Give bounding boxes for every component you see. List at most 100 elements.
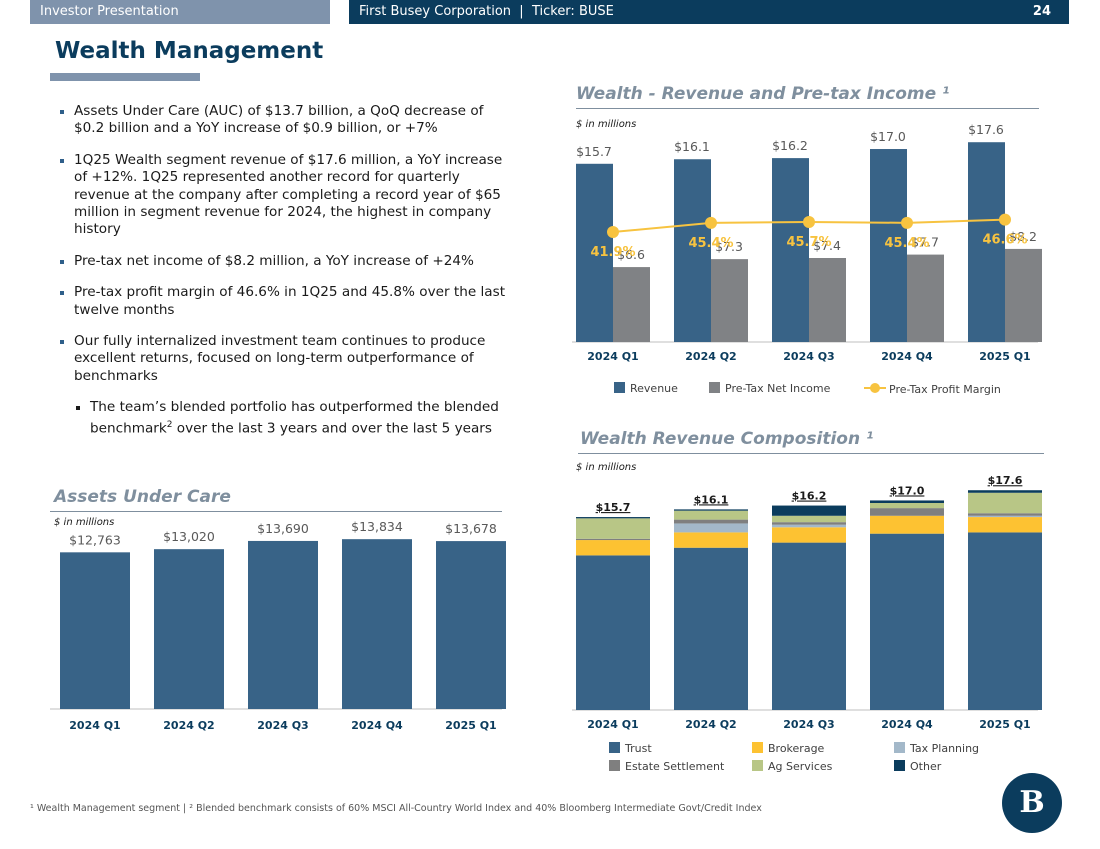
x-tick-label: 2024 Q4 [881,350,933,363]
title-underline [50,73,200,81]
ag-services-segment [674,510,748,520]
brokerage-segment [576,540,650,556]
revenue-bar [968,142,1005,342]
estate-settlement-segment [870,508,944,516]
composition-chart-legend: Trust Brokerage Tax Planning Estate Sett… [609,742,1049,778]
sub-bullet-text-before: The team’s blended portfolio has outperf… [90,399,499,437]
composition-chart-title: Wealth Revenue Composition ¹ [580,429,874,449]
pretax-bar [711,259,748,342]
legend-tax-planning-swatch [894,742,905,753]
assets-under-care-chart: $12,763 2024 Q1 $13,020 2024 Q2 $13,690 2024 … [50,520,506,732]
pretax-value-label: $8.2 [1009,229,1037,244]
estate-settlement-segment [968,513,1042,516]
revenue-bar [674,159,711,342]
legend-brokerage-label: Brokerage [768,742,825,755]
bullet-investment-team: Our fully internalized investment team c… [60,333,510,385]
bullet-revenue: 1Q25 Wealth segment revenue of $17.6 mil… [60,152,510,239]
ag-services-segment [870,503,944,509]
legend-trust: Trust [609,742,652,755]
x-tick-label: 2024 Q3 [783,718,834,731]
x-tick-label: 2024 Q2 [163,719,214,732]
estate-settlement-segment [772,522,846,525]
legend-pretax: Pre-Tax Net Income [709,382,830,395]
margin-value-label: 46.6% [982,233,1027,248]
auc-bar [248,540,318,709]
brokerage-segment [870,515,944,534]
x-tick-label: 2025 Q1 [979,350,1030,363]
auc-chart-title-line [50,511,502,512]
x-tick-label: 2024 Q1 [587,350,638,363]
legend-margin: Pre-Tax Profit Margin [864,382,1001,396]
page-title: Wealth Management [55,38,324,64]
revenue-chart-legend: Revenue Pre-Tax Net Income Pre-Tax Profi… [614,382,1054,398]
revenue-composition-chart: $15.7 2024 Q1 $16.1 2024 Q2 $16.2 2024 Q3 $17.… [572,474,1042,731]
total-value-label: $16.2 [792,490,827,503]
legend-brokerage: Brokerage [752,742,824,755]
ag-services-segment [968,492,1042,514]
pretax-value-label: $7.7 [911,235,939,250]
auc-chart-title: Assets Under Care [54,487,231,507]
estate-settlement-segment [576,538,650,541]
pretax-bar [1005,248,1042,342]
legend-pretax-swatch [709,382,720,393]
auc-value-label: $12,763 [69,532,121,547]
other-segment [870,500,944,503]
auc-value-label: $13,690 [257,521,309,536]
header-right-bar: First Busey Corporation | Ticker: BUSE 2… [349,0,1069,24]
company-ticker: First Busey Corporation | Ticker: BUSE [359,4,614,19]
auc-bar [342,539,412,709]
x-tick-label: 2025 Q1 [979,718,1030,731]
margin-value-label: 41.9% [590,245,635,260]
other-segment [576,517,650,519]
legend-estate-label: Estate Settlement [625,760,725,773]
total-value-label: $17.0 [890,484,925,497]
total-value-label: $15.7 [596,501,631,514]
x-tick-label: 2024 Q3 [783,350,834,363]
composition-chart-units: $ in millions [576,462,637,473]
margin-value-label: 45.7% [786,235,831,250]
margin-point [999,213,1011,226]
bullet-list: Assets Under Care (AUC) of $13.7 billion… [60,103,510,438]
legend-brokerage-swatch [752,742,763,753]
total-value-label: $16.1 [694,493,729,506]
pretax-value-label: $7.3 [715,239,743,254]
presentation-label: Investor Presentation [40,4,179,19]
auc-value-label: $13,020 [163,529,215,544]
margin-point [607,226,619,239]
page-number: 24 [1032,4,1051,19]
x-tick-label: 2024 Q1 [587,718,638,731]
composition-chart-title-line [578,453,1044,454]
legend-tax-planning: Tax Planning [894,742,979,755]
tax-planning-segment [968,515,1042,518]
busey-logo: B [1002,773,1062,833]
legend-ag-label: Ag Services [768,760,833,773]
auc-bar [436,541,506,709]
auc-value-label: $13,834 [351,520,403,534]
legend-ag-swatch [752,760,763,771]
revenue-bar [772,158,809,342]
brokerage-segment [772,527,846,543]
legend-pretax-label: Pre-Tax Net Income [725,382,831,395]
legend-revenue-swatch [614,382,625,393]
tax-planning-segment [674,523,748,533]
x-tick-label: 2024 Q1 [69,719,120,732]
revenue-value-label: $17.6 [968,122,1004,137]
margin-point [901,216,913,229]
trust-segment [968,532,1042,710]
legend-other-swatch [894,760,905,771]
x-tick-label: 2024 Q2 [685,718,736,731]
pretax-bar [907,254,944,342]
ag-services-segment [772,515,846,523]
legend-margin-label: Pre-Tax Profit Margin [889,383,1001,396]
x-tick-label: 2024 Q4 [351,719,403,732]
tax-planning-segment [772,524,846,528]
revenue-value-label: $16.2 [772,138,808,153]
revenue-value-label: $16.1 [674,139,710,154]
trust-segment [870,533,944,710]
legend-estate-swatch [609,760,620,771]
brokerage-segment [674,532,748,548]
x-tick-label: 2024 Q2 [685,350,736,363]
other-segment [968,490,1042,493]
sub-bullet-sup: 2 [166,419,173,430]
x-tick-label: 2025 Q1 [445,719,496,732]
